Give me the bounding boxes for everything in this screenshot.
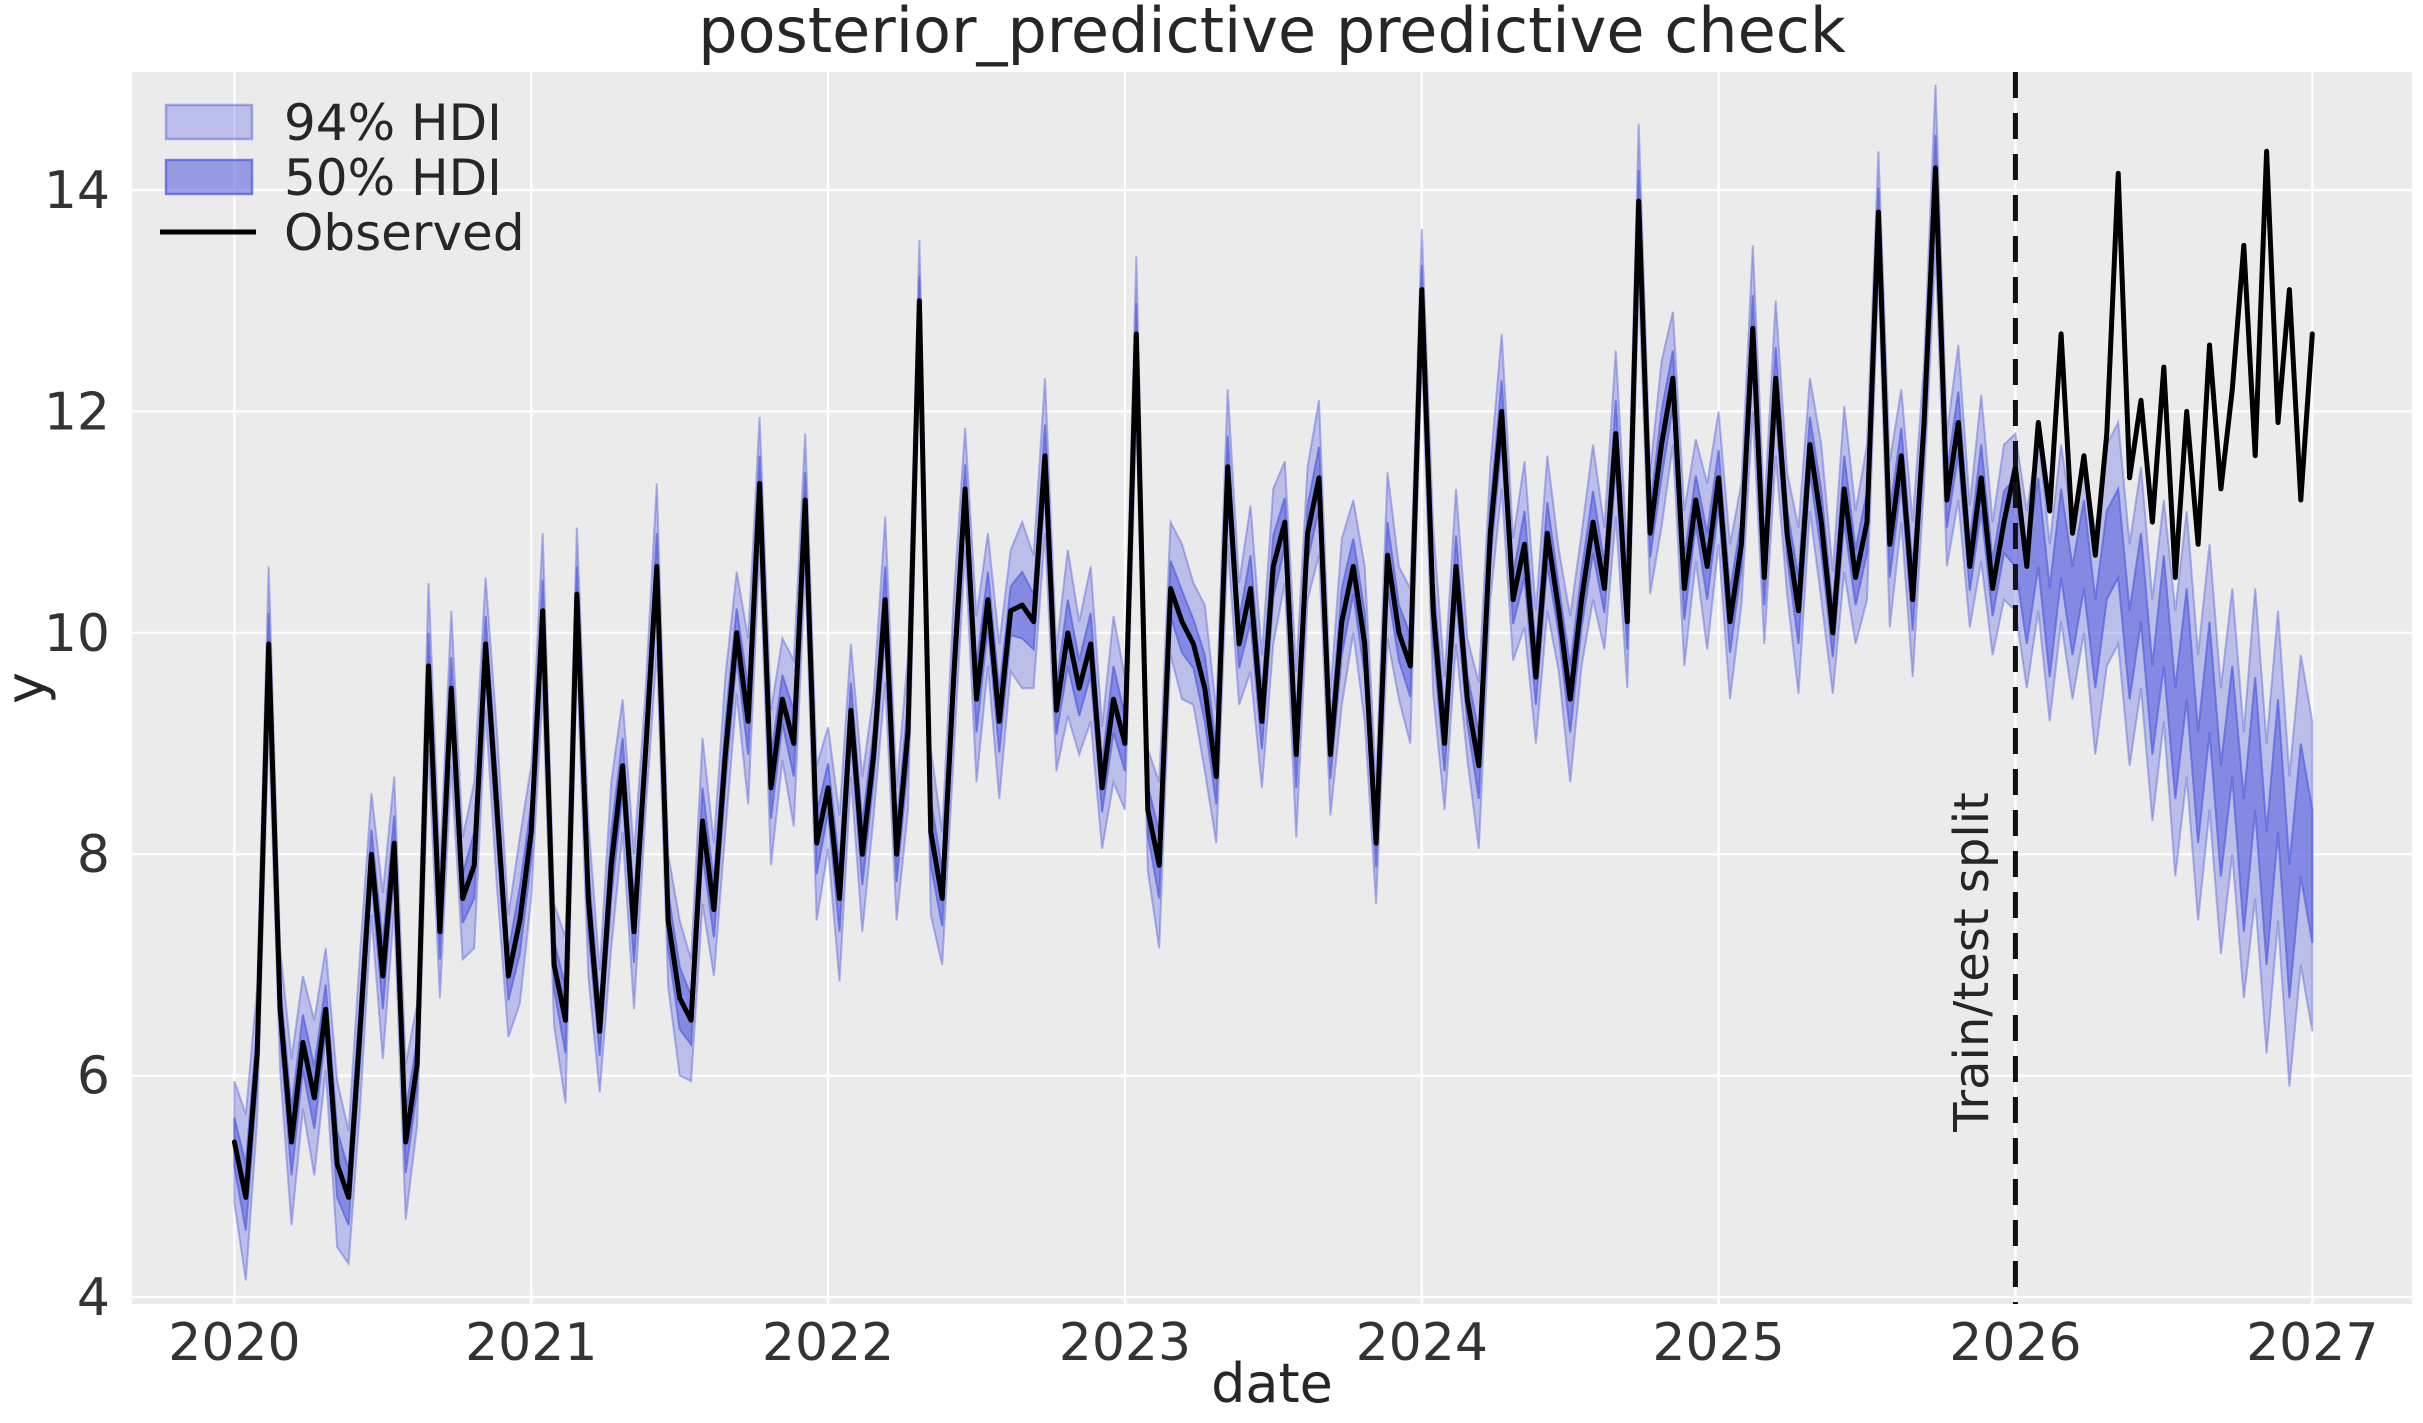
x-tick-label: 2025 [1652, 1313, 1784, 1373]
tick-layer: 2020 2021 2022 2023 2024 2025 2026 2027 4 6 8 10 12 1… [44, 161, 2379, 1373]
x-tick-label: 2023 [1059, 1313, 1191, 1373]
legend-label-50-hdi: 50% HDI [284, 149, 502, 207]
grid-layer [132, 72, 2412, 1304]
x-tick-label: 2020 [168, 1313, 300, 1373]
x-axis-label: date [1211, 1352, 1333, 1415]
y-tick-label: 8 [77, 825, 110, 885]
legend-swatch-94-hdi [164, 103, 254, 141]
legend-label-observed: Observed [284, 204, 525, 262]
plot-area [132, 72, 2412, 1304]
y-tick-label: 12 [44, 382, 110, 442]
chart-title: posterior_predictive predictive check [698, 0, 1846, 67]
legend: 94% HDI 50% HDI Observed [160, 94, 525, 262]
x-tick-label: 2027 [2246, 1313, 2378, 1373]
y-tick-label: 14 [44, 161, 110, 221]
y-tick-label: 6 [77, 1047, 110, 1107]
x-tick-label: 2026 [1949, 1313, 2081, 1373]
y-axis-label: y [0, 672, 57, 704]
data-layer [231, 84, 2315, 1281]
x-tick-label: 2021 [465, 1313, 597, 1373]
x-tick-label: 2022 [762, 1313, 894, 1373]
train-test-split-annotation: Train/test split [1944, 792, 2000, 1133]
y-tick-label: 10 [44, 604, 110, 664]
legend-swatch-50-hdi [164, 158, 254, 196]
observed-line [231, 148, 2315, 1200]
x-tick-label: 2024 [1356, 1313, 1488, 1373]
y-tick-label: 4 [77, 1268, 110, 1328]
legend-label-94-hdi: 94% HDI [284, 94, 502, 152]
